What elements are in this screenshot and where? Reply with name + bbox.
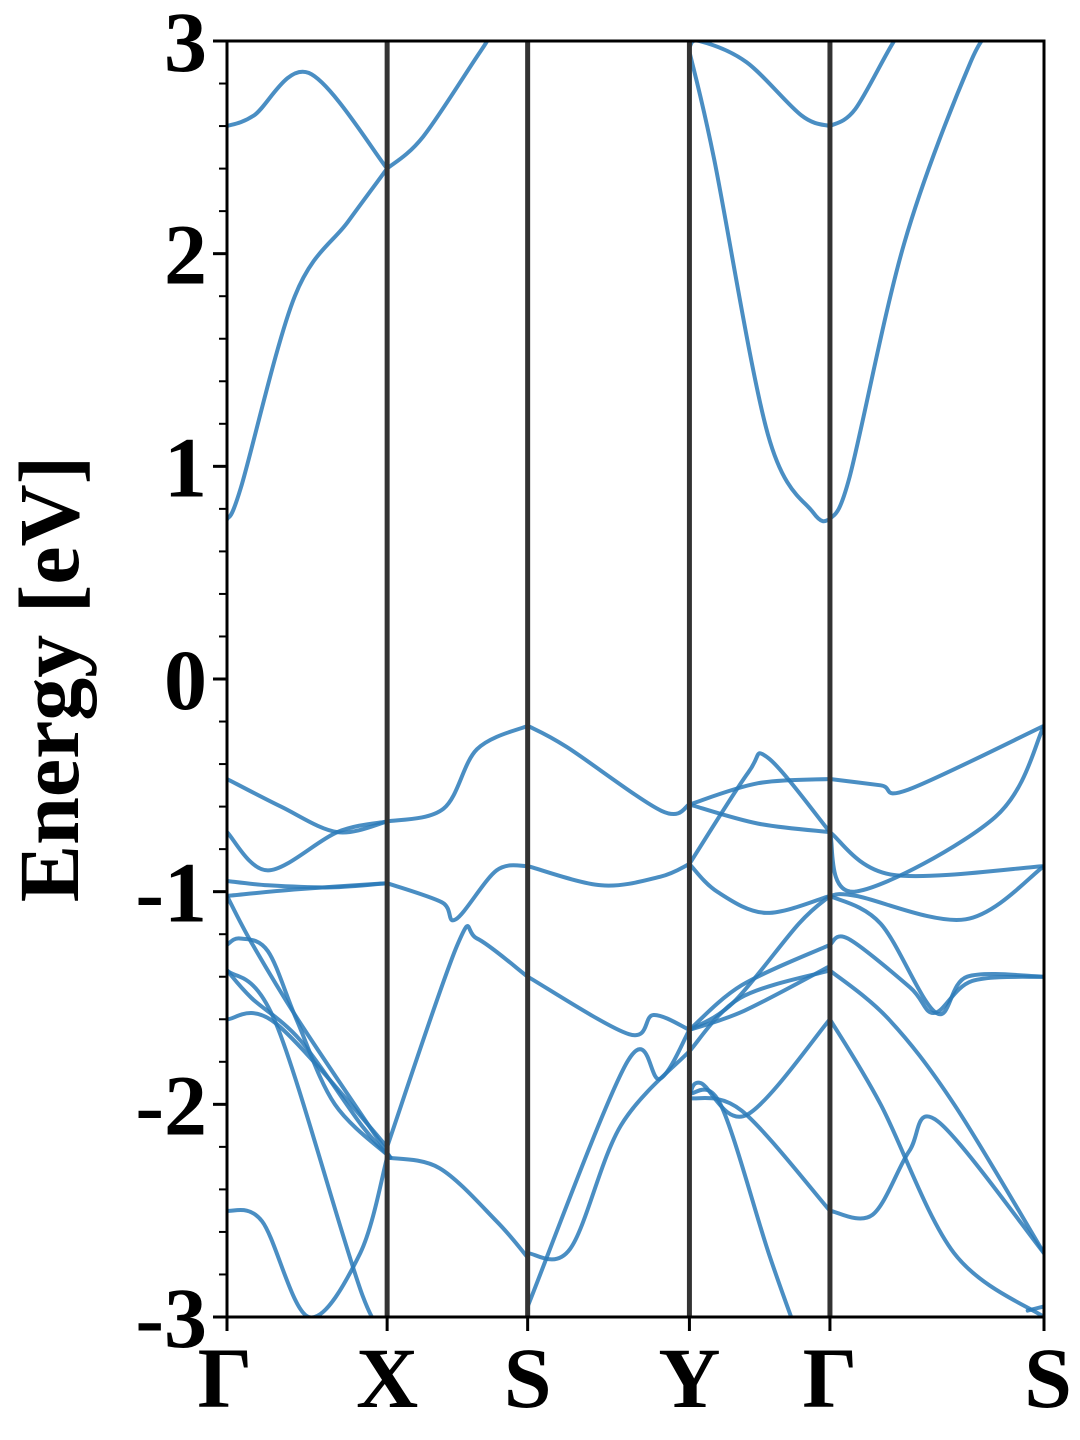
band-line-31 bbox=[687, 893, 832, 1032]
band-line-39 bbox=[227, 1155, 390, 1317]
kpoint-label: S bbox=[504, 1330, 552, 1426]
band-line-40 bbox=[385, 1155, 530, 1260]
high-symmetry-dividers bbox=[384, 41, 833, 1317]
band-line-46 bbox=[827, 1017, 1044, 1317]
band-line-26 bbox=[227, 968, 393, 1160]
band-line-21 bbox=[827, 864, 1044, 922]
band-line-41 bbox=[227, 968, 375, 1317]
y-tick-label: 3 bbox=[164, 0, 207, 90]
band-line-33 bbox=[525, 1049, 692, 1262]
kpoint-label: S bbox=[1024, 1330, 1072, 1426]
band-line-2 bbox=[385, 41, 490, 171]
band-line-43 bbox=[687, 1095, 832, 1213]
band-line-42 bbox=[687, 1087, 794, 1317]
band-line-23 bbox=[827, 723, 1044, 894]
band-line-15 bbox=[227, 819, 390, 873]
kpoint-label: X bbox=[356, 1330, 418, 1426]
y-axis-ticks: -3 -2 -1 0 1 2 3 bbox=[135, 0, 227, 1366]
band-line-44 bbox=[827, 1114, 1044, 1256]
band-line-13 bbox=[687, 802, 832, 835]
band-line-25 bbox=[227, 936, 393, 1160]
band-line-22 bbox=[687, 751, 832, 866]
kpoint-label: Y bbox=[658, 1330, 720, 1426]
band-line-20 bbox=[227, 881, 390, 898]
band-line-19 bbox=[687, 862, 832, 915]
band-line-9 bbox=[385, 723, 530, 824]
kpoint-label: Γ bbox=[803, 1330, 858, 1426]
y-tick-label: -2 bbox=[135, 1057, 207, 1153]
band-line-34 bbox=[525, 1027, 692, 1309]
band-line-28 bbox=[525, 974, 692, 1038]
y-tick-label: 2 bbox=[164, 207, 207, 303]
band-line-38 bbox=[227, 1011, 390, 1149]
band-line-36 bbox=[827, 968, 1044, 1256]
y-tick-label: -3 bbox=[135, 1270, 207, 1366]
band-line-12 bbox=[827, 723, 1044, 796]
kpoint-label: Γ bbox=[198, 1330, 253, 1426]
band-line-30 bbox=[827, 934, 1044, 1015]
band-line-1 bbox=[227, 69, 390, 171]
band-line-3 bbox=[227, 166, 390, 522]
band-line-45 bbox=[687, 1017, 832, 1119]
band-line-6 bbox=[687, 41, 832, 129]
band-line-7 bbox=[827, 41, 897, 129]
band-line-18 bbox=[525, 862, 692, 888]
band-line-4 bbox=[687, 49, 832, 524]
band-line-8 bbox=[227, 777, 390, 835]
band-line-29 bbox=[687, 942, 832, 1032]
band-line-37 bbox=[687, 964, 832, 1032]
y-tick-label: 1 bbox=[164, 419, 207, 515]
band-line-17 bbox=[385, 863, 530, 923]
band-line-10 bbox=[525, 723, 692, 817]
band-line-5 bbox=[827, 41, 985, 522]
y-axis-label: Energy [eV] bbox=[1, 456, 97, 903]
band-lines bbox=[227, 41, 1044, 1317]
band-line-11 bbox=[687, 777, 832, 807]
band-line-32 bbox=[827, 893, 1044, 1017]
band-line-27 bbox=[385, 924, 530, 1149]
plot-frame bbox=[225, 39, 1046, 1319]
y-tick-label: 0 bbox=[164, 632, 207, 728]
y-tick-label: -1 bbox=[135, 845, 207, 941]
